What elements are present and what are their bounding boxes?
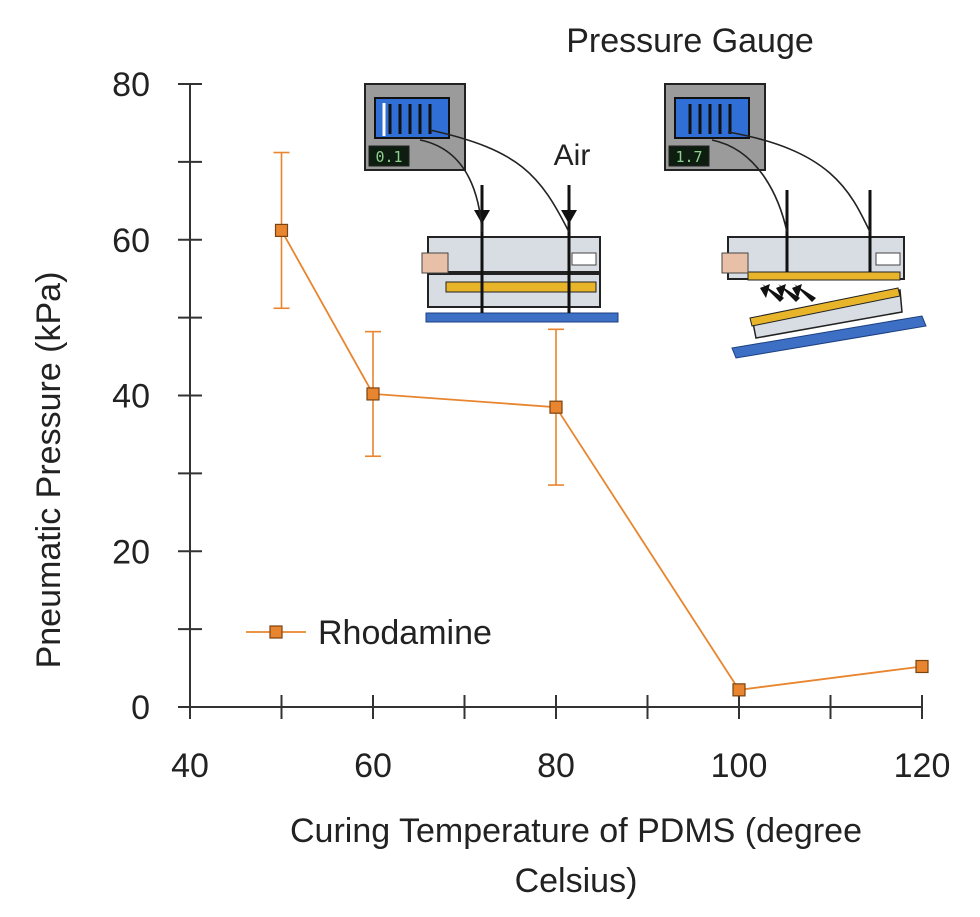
- y-tick-label: 60: [112, 222, 150, 260]
- x-tick-label: 60: [354, 747, 392, 785]
- x-tick-label: 120: [894, 747, 951, 785]
- left-pressure-gauge-icon: 0.1: [364, 83, 466, 171]
- x-axis-label-line: Celsius): [515, 862, 638, 900]
- pressure-gauge-inset: Pressure Gauge 0.1: [364, 22, 927, 359]
- data-point-marker: [366, 387, 380, 401]
- y-tick-label: 0: [131, 689, 150, 727]
- data-point-marker: [549, 400, 563, 414]
- y-axis-label: Pneumatic Pressure (kPa): [30, 272, 68, 669]
- data-point-marker: [915, 659, 929, 674]
- legend-label: Rhodamine: [318, 614, 492, 652]
- sealed-device-icon: [419, 129, 619, 323]
- series-layer: [273, 151, 929, 697]
- axes: 0 20 40 60 80 40 60 80 100 120 Curing Temperature …: [30, 66, 950, 900]
- delaminated-device-icon: [711, 131, 927, 359]
- air-label: Air: [554, 139, 591, 172]
- y-tick-label: 20: [112, 533, 150, 571]
- x-axis-label-line: Curing Temperature of PDMS (degree: [290, 812, 862, 850]
- data-point-marker: [274, 223, 289, 238]
- legend: Rhodamine: [246, 614, 492, 652]
- right-gauge-reading: 1.7: [675, 148, 702, 166]
- right-pressure-gauge-icon: 1.7: [664, 83, 766, 171]
- x-tick-label: 100: [711, 747, 768, 785]
- inset-title: Pressure Gauge: [566, 22, 814, 60]
- left-gauge-reading: 0.1: [375, 148, 402, 166]
- y-tick-label: 40: [112, 378, 150, 416]
- x-tick-label: 80: [537, 747, 575, 785]
- y-tick-label: 80: [112, 66, 150, 104]
- x-tick-label: 40: [171, 747, 209, 785]
- legend-marker: [269, 625, 283, 639]
- data-point-marker: [732, 683, 746, 697]
